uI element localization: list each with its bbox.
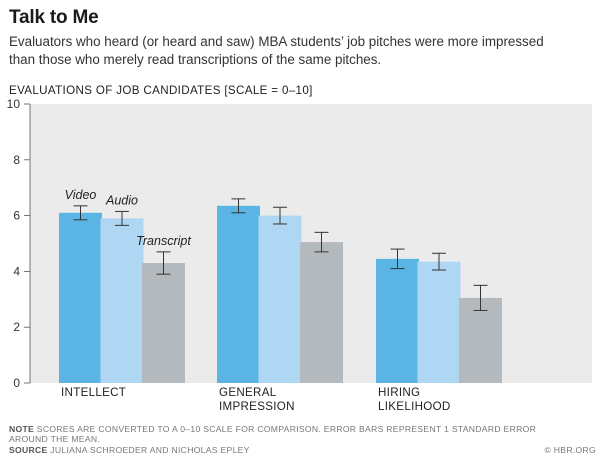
y-tick-label: 0	[13, 376, 20, 390]
bar	[217, 205, 260, 383]
chart-source: SOURCE JULIANA SCHROEDER AND NICHOLAS EP…	[9, 445, 250, 455]
chart-title: Talk to Me	[9, 7, 99, 28]
x-tick-label: LIKELIHOOD	[378, 400, 451, 413]
bar	[459, 297, 502, 383]
x-tick-label: IMPRESSION	[219, 400, 295, 413]
credit: © HBR.ORG	[544, 445, 596, 455]
x-tick-label: INTELLECT	[61, 386, 126, 399]
y-tick-label: 2	[13, 320, 20, 334]
series-label: Transcript	[136, 234, 191, 248]
chart-heading: EVALUATIONS OF JOB CANDIDATES [SCALE = 0…	[9, 84, 313, 97]
x-tick-label: GENERAL	[219, 386, 277, 399]
series-label: Video	[65, 188, 97, 202]
bar	[417, 261, 461, 383]
chart-note: NOTE SCORES ARE CONVERTED TO A 0–10 SCAL…	[9, 424, 569, 444]
bar	[300, 242, 343, 383]
y-tick-label: 10	[7, 97, 21, 111]
y-tick-label: 6	[13, 209, 20, 223]
source-text: JULIANA SCHROEDER AND NICHOLAS EPLEY	[50, 445, 250, 455]
source-label: SOURCE	[9, 445, 48, 455]
y-tick-label: 4	[13, 264, 20, 278]
chart-subtitle: Evaluators who heard (or heard and saw) …	[9, 34, 544, 67]
bar	[376, 258, 419, 383]
y-axis: 0 2 4 6 8 10	[7, 97, 31, 390]
x-tick-label: HIRING	[378, 386, 420, 399]
bars	[59, 205, 502, 383]
note-label: NOTE	[9, 424, 35, 434]
y-tick-label: 8	[13, 153, 20, 167]
bar	[142, 263, 185, 383]
bar	[100, 218, 144, 383]
series-label: Audio	[105, 193, 138, 207]
series-labels: Video Audio Transcript	[65, 188, 192, 248]
note-text: SCORES ARE CONVERTED TO A 0–10 SCALE FOR…	[9, 424, 537, 444]
bar	[258, 215, 302, 383]
bar	[59, 212, 102, 383]
bar-chart: 0 2 4 6 8 10 Video Audio Transcript INTELLECT GE…	[7, 97, 592, 413]
error-bars	[73, 198, 488, 311]
